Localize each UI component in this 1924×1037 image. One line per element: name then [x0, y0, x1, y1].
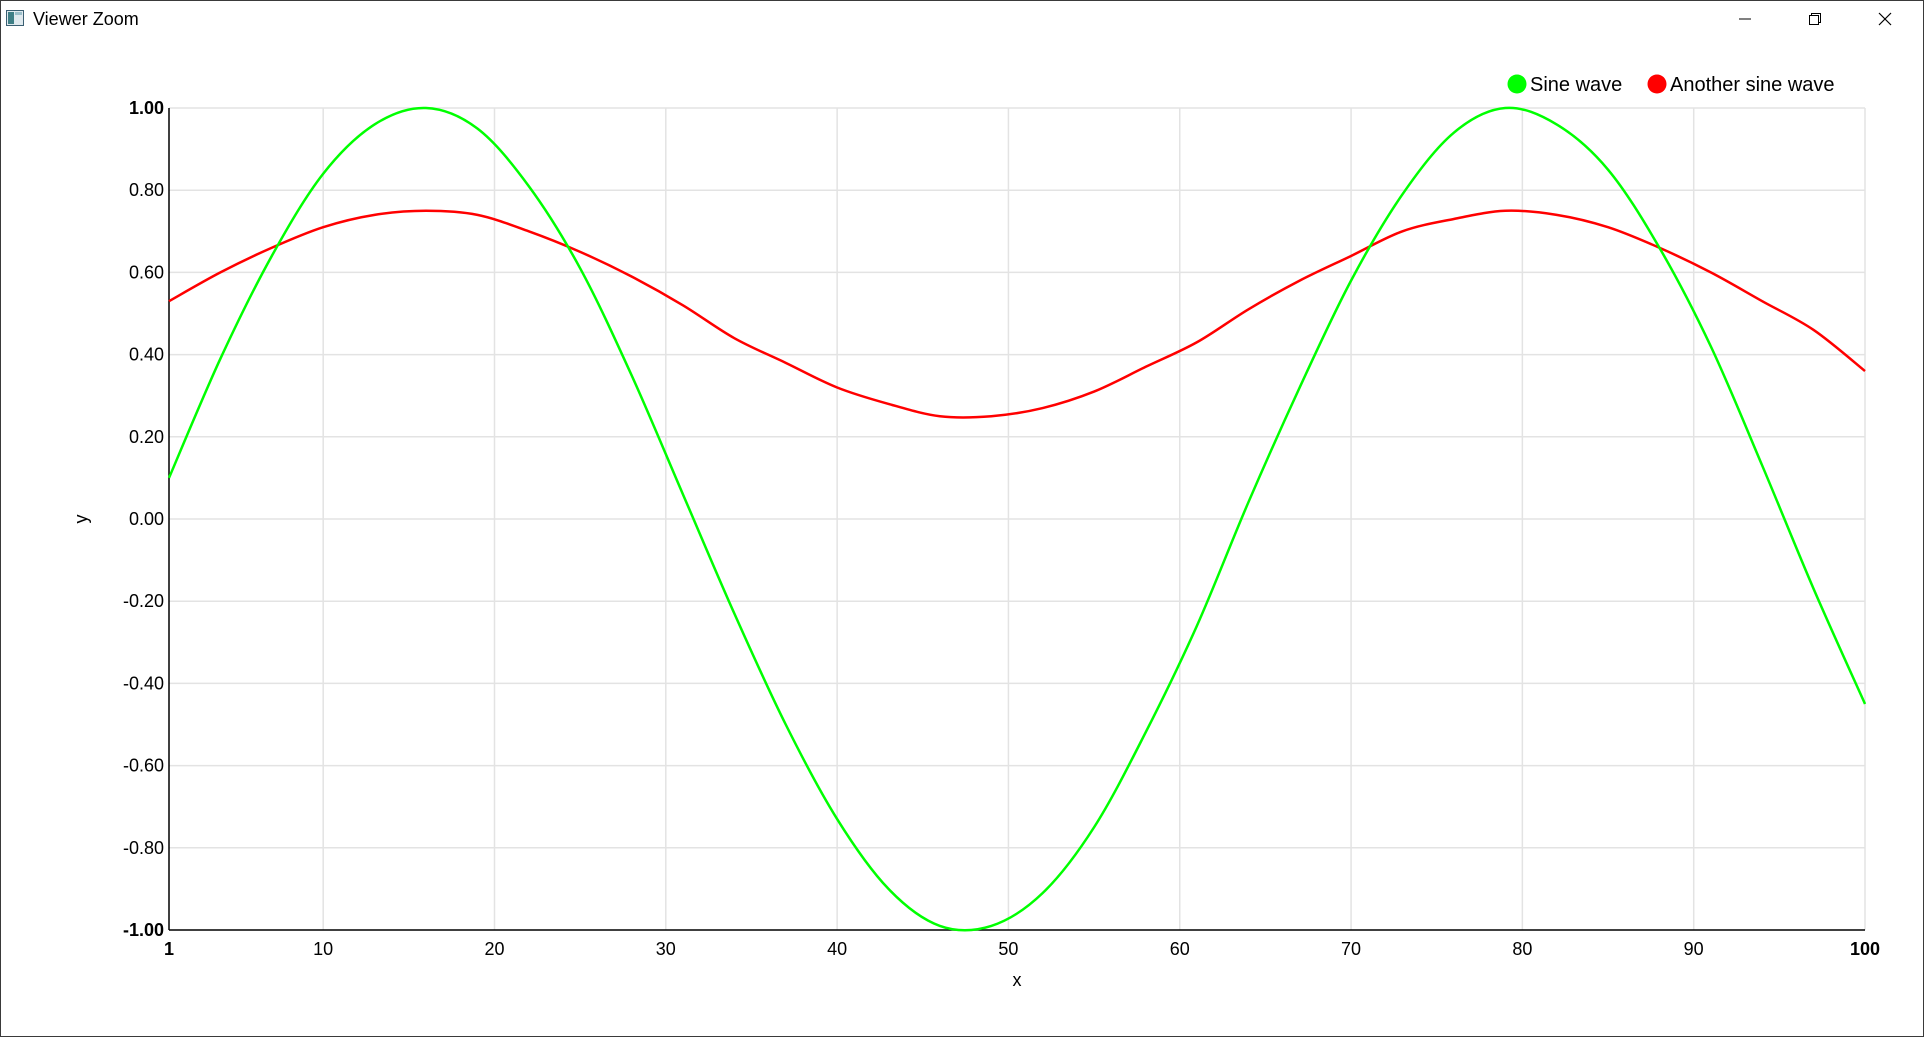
- legend-item-sine-wave[interactable]: Sine wave: [1507, 74, 1623, 96]
- app-window-icon: [6, 10, 24, 26]
- legend-item-another-sine-wave[interactable]: Another sine wave: [1647, 74, 1835, 96]
- tick-labels: 1 10 20 30 40 50 60 70 80 90 100 1.00 0.80 0.60 0.40 0.…: [123, 98, 1880, 959]
- y-tick-label: 0.40: [129, 345, 164, 365]
- y-tick-label: 0.80: [129, 180, 164, 200]
- x-tick-label: 30: [656, 939, 676, 959]
- x-tick-label: 40: [827, 939, 847, 959]
- x-tick-label: 1: [164, 939, 174, 959]
- restore-button[interactable]: [1781, 1, 1849, 37]
- legend-label: Sine wave: [1530, 74, 1622, 96]
- minimize-button[interactable]: [1711, 1, 1779, 37]
- x-tick-label: 80: [1512, 939, 1532, 959]
- series-line-another-sine-wave[interactable]: [168, 209, 1866, 419]
- x-tick-label: 20: [484, 939, 504, 959]
- x-tick-label: 50: [998, 939, 1018, 959]
- legend-label: Another sine wave: [1670, 74, 1835, 96]
- y-tick-label: -1.00: [123, 920, 164, 940]
- minimize-icon: [1738, 12, 1752, 26]
- legend-marker: [1507, 74, 1527, 94]
- x-tick-label: 60: [1170, 939, 1190, 959]
- close-button[interactable]: [1851, 1, 1919, 37]
- axes: [168, 108, 1865, 931]
- series-lines: [167, 106, 1867, 932]
- title-bar[interactable]: Viewer Zoom: [1, 1, 1923, 37]
- x-tick-label: 10: [313, 939, 333, 959]
- y-tick-label: 0.00: [129, 509, 164, 529]
- grid: [169, 107, 1866, 930]
- y-tick-label: 0.60: [129, 262, 164, 282]
- line-chart[interactable]: 1 10 20 30 40 50 60 70 80 90 100 1.00 0.80 0.60 0.40 0.…: [1, 37, 1921, 1032]
- window-title: Viewer Zoom: [33, 9, 139, 29]
- close-icon: [1878, 12, 1892, 26]
- y-tick-label: -0.60: [123, 756, 164, 776]
- x-tick-label: 70: [1341, 939, 1361, 959]
- legend-marker: [1647, 74, 1667, 94]
- restore-icon: [1808, 12, 1822, 26]
- y-tick-label: -0.40: [123, 673, 164, 693]
- x-tick-label: 90: [1684, 939, 1704, 959]
- y-tick-label: -0.80: [123, 838, 164, 858]
- x-axis-label: x: [1013, 970, 1022, 990]
- legend[interactable]: Sine wave Another sine wave: [1507, 74, 1835, 96]
- series-line-sine-wave[interactable]: [167, 106, 1867, 932]
- y-tick-label: 1.00: [129, 98, 164, 118]
- y-tick-label: -0.20: [123, 591, 164, 611]
- y-tick-label: 0.20: [129, 427, 164, 447]
- y-axis-label: y: [71, 515, 91, 524]
- x-tick-label: 100: [1850, 939, 1880, 959]
